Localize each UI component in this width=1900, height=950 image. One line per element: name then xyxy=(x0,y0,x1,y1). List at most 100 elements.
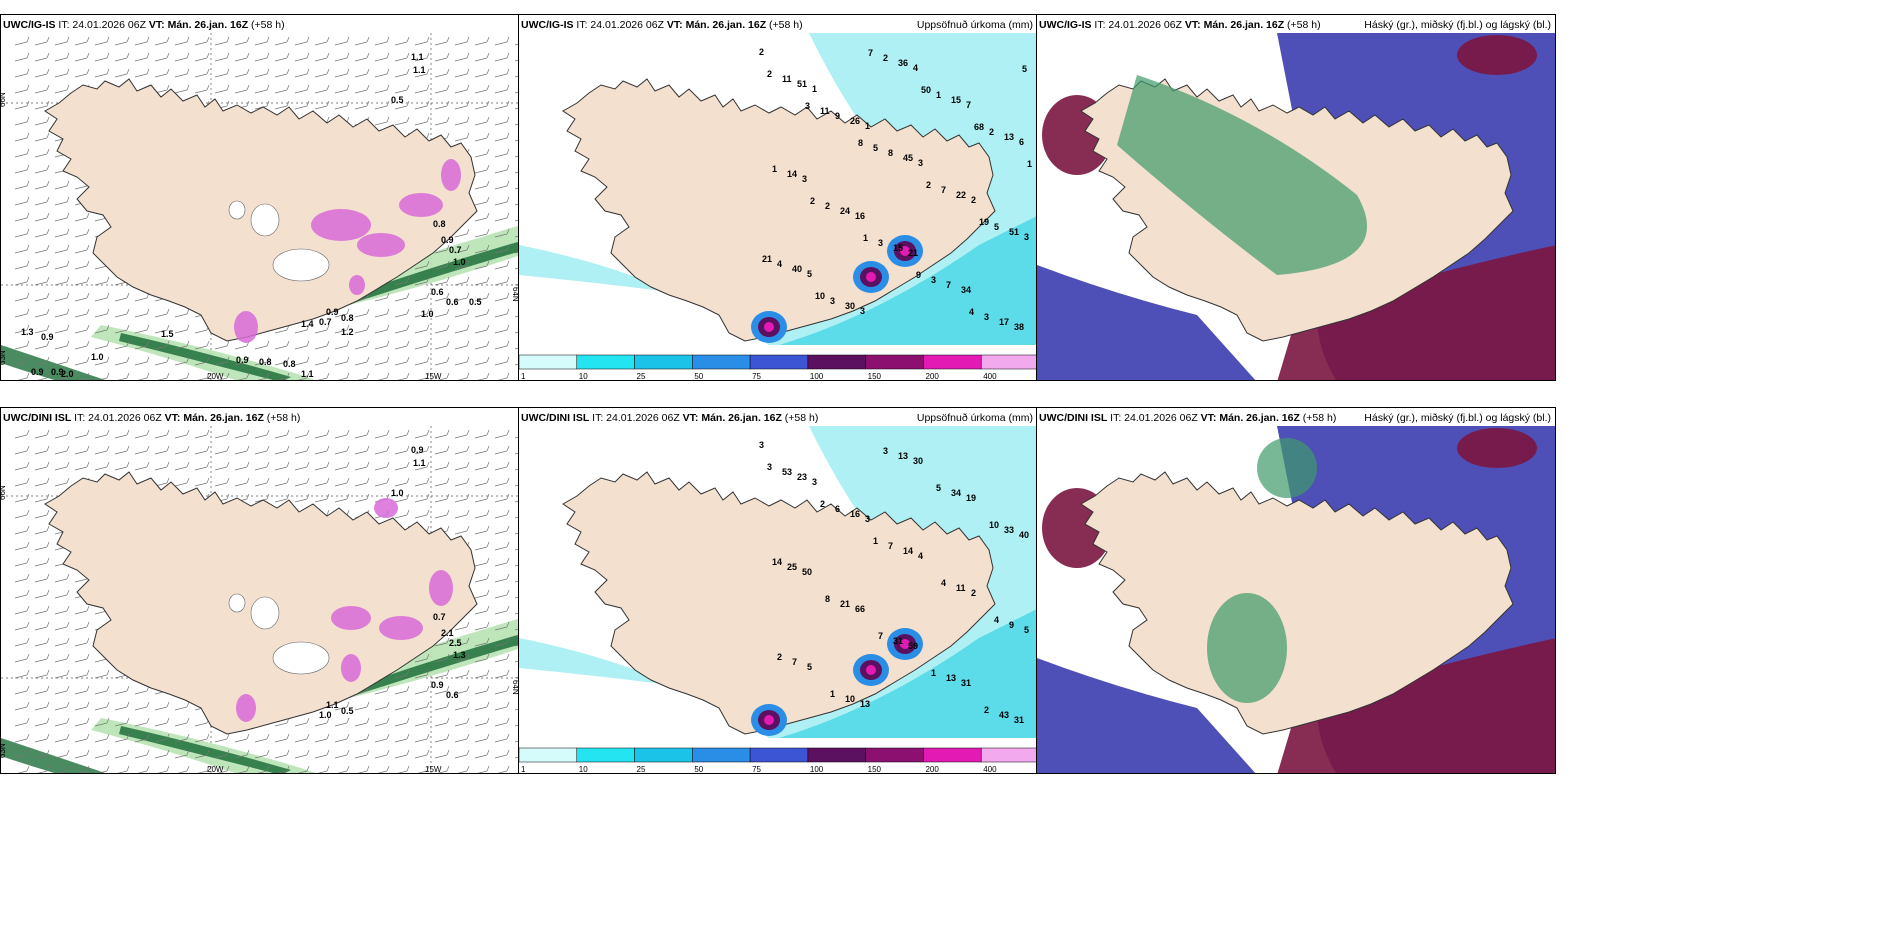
value-label: 16 xyxy=(855,211,865,221)
wind-barb-flag xyxy=(166,68,170,75)
wind-barb-flag xyxy=(366,372,370,379)
wind-barb-staff xyxy=(434,121,448,126)
wind-barb-staff xyxy=(494,514,508,519)
wind-barb-flag xyxy=(426,372,430,379)
wind-barb-flag xyxy=(446,525,450,532)
wind-barb-flag xyxy=(266,429,270,436)
wind-barb xyxy=(414,292,430,302)
value-label: 53 xyxy=(782,467,792,477)
wind-barb-flag xyxy=(86,228,90,235)
wind-barb xyxy=(157,765,170,773)
wind-barb xyxy=(454,132,470,142)
wind-barb-staff xyxy=(514,468,519,471)
wind-barb-flag xyxy=(486,637,490,644)
wind-barb-staff xyxy=(454,281,468,286)
value-label: 7 xyxy=(966,100,971,110)
wind-barb xyxy=(357,765,370,773)
wind-barb-staff xyxy=(34,169,48,174)
wind-barb-staff xyxy=(14,594,28,599)
wind-barb xyxy=(514,516,519,519)
value-label: 21 xyxy=(840,599,850,609)
wind-barb-staff xyxy=(414,754,428,759)
wind-barb xyxy=(334,324,350,334)
wind-barb xyxy=(354,100,370,110)
wind-barb-flag xyxy=(486,765,490,772)
wind-barb-flag xyxy=(66,84,70,91)
wind-barb-flag xyxy=(446,445,450,452)
wind-barb-staff xyxy=(434,674,448,679)
wind-barb xyxy=(74,685,90,695)
wind-barb-staff xyxy=(454,690,468,695)
wind-barb-flag xyxy=(306,68,310,75)
wind-barb xyxy=(134,685,150,695)
wind-barb xyxy=(174,68,190,78)
wind-barb-flag xyxy=(286,372,290,379)
wind-barb-flag xyxy=(66,765,70,772)
value-label: 2 xyxy=(971,195,976,205)
wind-barb-flag xyxy=(206,372,210,379)
wind-barb xyxy=(14,164,30,174)
wind-barb-staff xyxy=(194,361,208,366)
wind-barb-flag xyxy=(426,36,430,43)
wind-barb-flag xyxy=(386,36,390,43)
wind-barb xyxy=(457,372,470,380)
wind-barb-flag xyxy=(46,196,50,203)
wind-barb-staff xyxy=(454,121,468,126)
wind-barb xyxy=(494,733,510,743)
precip-core xyxy=(866,272,876,282)
wind-barb-staff xyxy=(474,265,488,270)
wind-barb-flag xyxy=(46,701,50,708)
wind-barb-staff xyxy=(374,738,388,743)
wind-barb xyxy=(194,356,210,366)
wind-barb-flag xyxy=(86,749,90,756)
colorbar-swatch xyxy=(634,747,693,763)
wind-barb-staff xyxy=(34,546,48,551)
wind-barb xyxy=(514,612,519,615)
wind-barb-staff xyxy=(414,722,428,727)
wind-barb-flag xyxy=(326,477,330,484)
wind-barb xyxy=(94,429,110,439)
wind-barb xyxy=(514,43,519,46)
wind-barb-staff xyxy=(374,121,388,126)
wind-barb-flag xyxy=(166,356,170,363)
wind-barb-staff xyxy=(54,265,68,270)
wind-barb-staff xyxy=(454,137,468,142)
wind-barb-flag xyxy=(166,733,170,740)
wind-barb-flag xyxy=(446,477,450,484)
wind-barb-staff xyxy=(74,73,88,78)
wind-barb xyxy=(454,637,470,647)
wind-barb-staff xyxy=(514,171,519,174)
wind-barb-staff xyxy=(334,498,348,503)
wind-barb-staff xyxy=(474,345,488,350)
wind-barb xyxy=(154,733,170,743)
wind-barb-staff xyxy=(94,41,108,46)
wind-barb-staff xyxy=(374,434,388,439)
wind-barb-staff xyxy=(14,434,28,439)
wind-barb-staff xyxy=(454,105,468,110)
wind-barb-staff xyxy=(74,658,88,663)
wind-barb-flag xyxy=(306,477,310,484)
wind-barb-staff xyxy=(14,153,28,158)
wind-barb-flag xyxy=(506,84,510,91)
wind-barb-flag xyxy=(486,621,490,628)
wind-barb xyxy=(374,340,390,350)
wind-barb-staff xyxy=(474,121,488,126)
wind-barb xyxy=(474,717,490,727)
wind-barb-staff xyxy=(474,674,488,679)
wind-barb xyxy=(334,36,350,46)
wind-barb-staff xyxy=(514,756,519,759)
wind-barb-staff xyxy=(474,738,488,743)
panel-header: UWC/IG-IS IT: 24.01.2026 06Z VT: Mán. 26… xyxy=(3,19,285,31)
wind-barb-staff xyxy=(374,89,388,94)
wind-barb xyxy=(174,308,190,318)
wind-barb xyxy=(194,340,210,350)
wind-barb xyxy=(274,733,290,743)
wind-barb xyxy=(514,676,519,679)
wind-barb-flag xyxy=(106,461,110,468)
wind-barb-flag xyxy=(186,429,190,436)
wind-barb-staff xyxy=(134,345,148,350)
snow-area xyxy=(441,159,461,191)
value-label: 1 xyxy=(865,121,870,131)
wind-barb-flag xyxy=(506,180,510,187)
wind-barb-flag xyxy=(486,477,490,484)
